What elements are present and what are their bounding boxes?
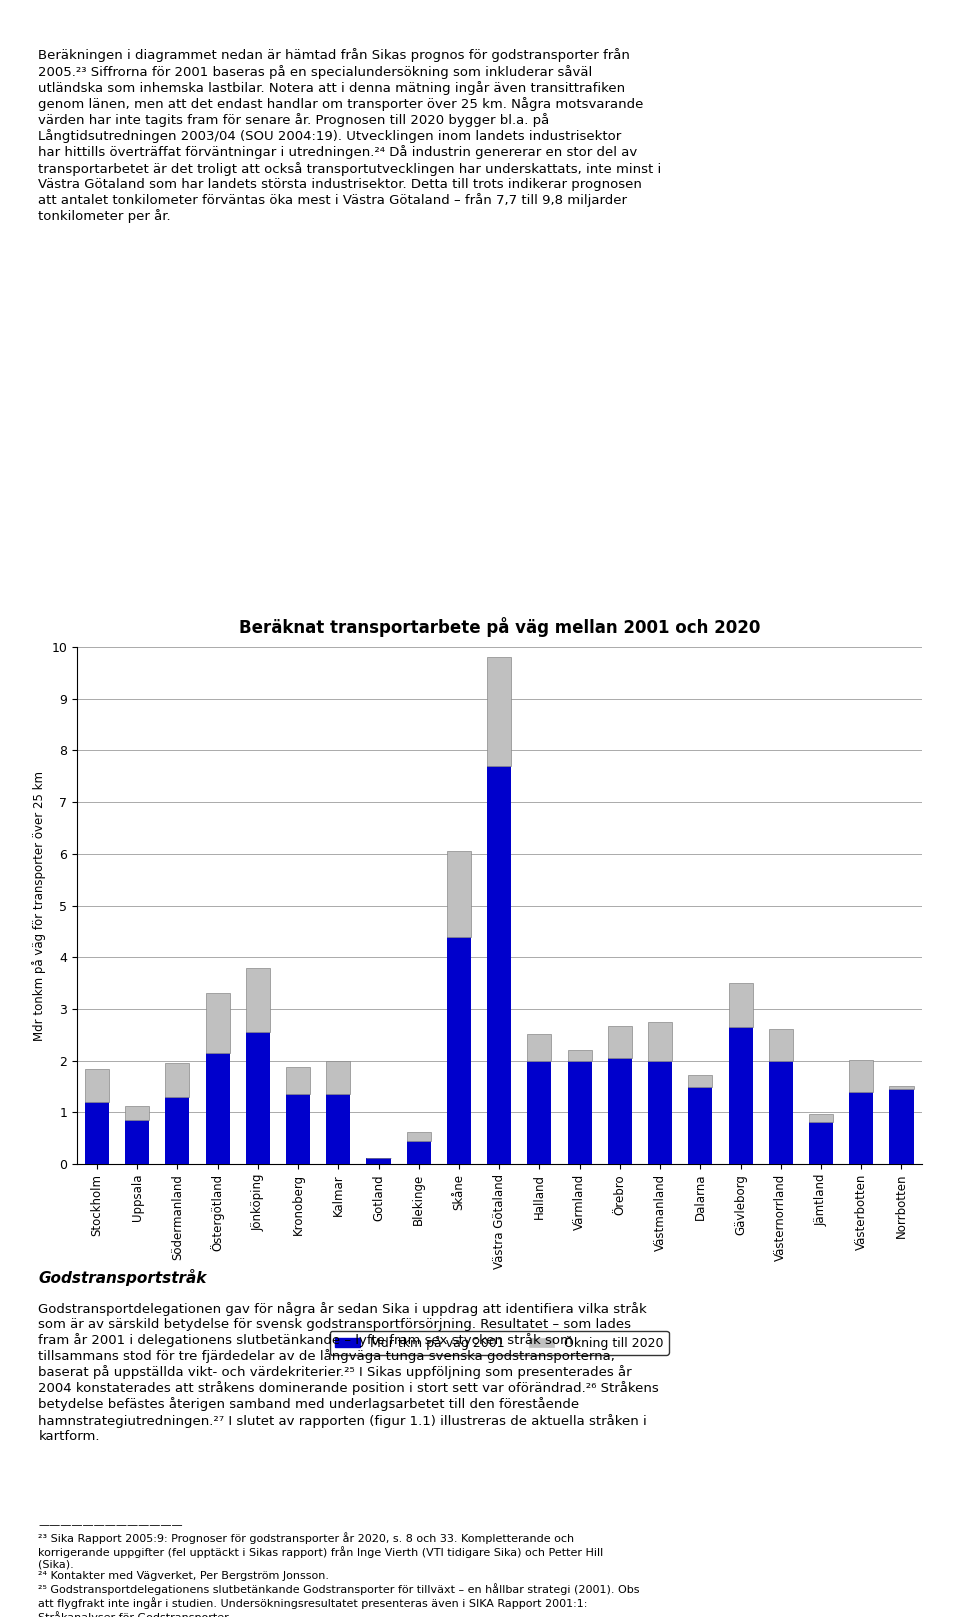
Bar bbox=[527, 1061, 551, 1164]
Bar bbox=[567, 1051, 591, 1061]
Bar bbox=[729, 983, 753, 1027]
Text: Beräkningen i diagrammet nedan är hämtad från Sikas prognos för godstransporter : Beräkningen i diagrammet nedan är hämtad… bbox=[38, 49, 661, 223]
Bar bbox=[407, 1132, 431, 1142]
Bar bbox=[608, 1058, 632, 1164]
Bar bbox=[84, 1103, 109, 1164]
Bar bbox=[487, 657, 512, 766]
Bar bbox=[850, 1091, 874, 1164]
Bar bbox=[688, 1087, 712, 1164]
Bar bbox=[165, 1064, 189, 1096]
Bar bbox=[326, 1095, 350, 1164]
Bar bbox=[165, 1096, 189, 1164]
Bar bbox=[205, 993, 229, 1053]
Bar bbox=[567, 1061, 591, 1164]
Bar bbox=[125, 1121, 149, 1164]
Bar bbox=[286, 1067, 310, 1095]
Bar bbox=[889, 1090, 914, 1164]
Bar bbox=[447, 936, 471, 1164]
Y-axis label: Mdr tonkm på väg för transporter över 25 km: Mdr tonkm på väg för transporter över 25… bbox=[32, 771, 46, 1040]
Bar bbox=[809, 1114, 833, 1122]
Bar bbox=[809, 1122, 833, 1164]
Bar bbox=[407, 1142, 431, 1164]
Bar bbox=[326, 1061, 350, 1095]
Bar bbox=[729, 1027, 753, 1164]
Text: Godstransportstråk: Godstransportstråk bbox=[38, 1269, 206, 1287]
Bar bbox=[487, 766, 512, 1164]
Bar bbox=[769, 1061, 793, 1164]
Bar bbox=[608, 1027, 632, 1058]
Bar bbox=[527, 1033, 551, 1061]
Bar bbox=[246, 1032, 270, 1164]
Bar bbox=[84, 1069, 109, 1103]
Bar bbox=[648, 1061, 672, 1164]
Text: Godstransportdelegationen gav för några år sedan Sika i uppdrag att identifiera : Godstransportdelegationen gav för några … bbox=[38, 1302, 660, 1442]
Bar bbox=[367, 1158, 391, 1164]
Bar bbox=[688, 1075, 712, 1087]
Bar bbox=[769, 1028, 793, 1061]
Bar bbox=[246, 967, 270, 1032]
Bar bbox=[850, 1059, 874, 1091]
Bar bbox=[648, 1022, 672, 1061]
Bar bbox=[286, 1095, 310, 1164]
Bar bbox=[889, 1085, 914, 1090]
Bar bbox=[125, 1106, 149, 1121]
Text: —————————————
²³ Sika Rapport 2005:9: Prognoser för godstransporter år 2020, s. : ————————————— ²³ Sika Rapport 2005:9: Pr… bbox=[38, 1520, 646, 1617]
Bar bbox=[205, 1053, 229, 1164]
Legend: Mdr tkm på väg 2001, Ökning till 2020: Mdr tkm på väg 2001, Ökning till 2020 bbox=[329, 1331, 669, 1355]
Title: Beräknat transportarbete på väg mellan 2001 och 2020: Beräknat transportarbete på väg mellan 2… bbox=[238, 618, 760, 637]
Bar bbox=[447, 851, 471, 936]
